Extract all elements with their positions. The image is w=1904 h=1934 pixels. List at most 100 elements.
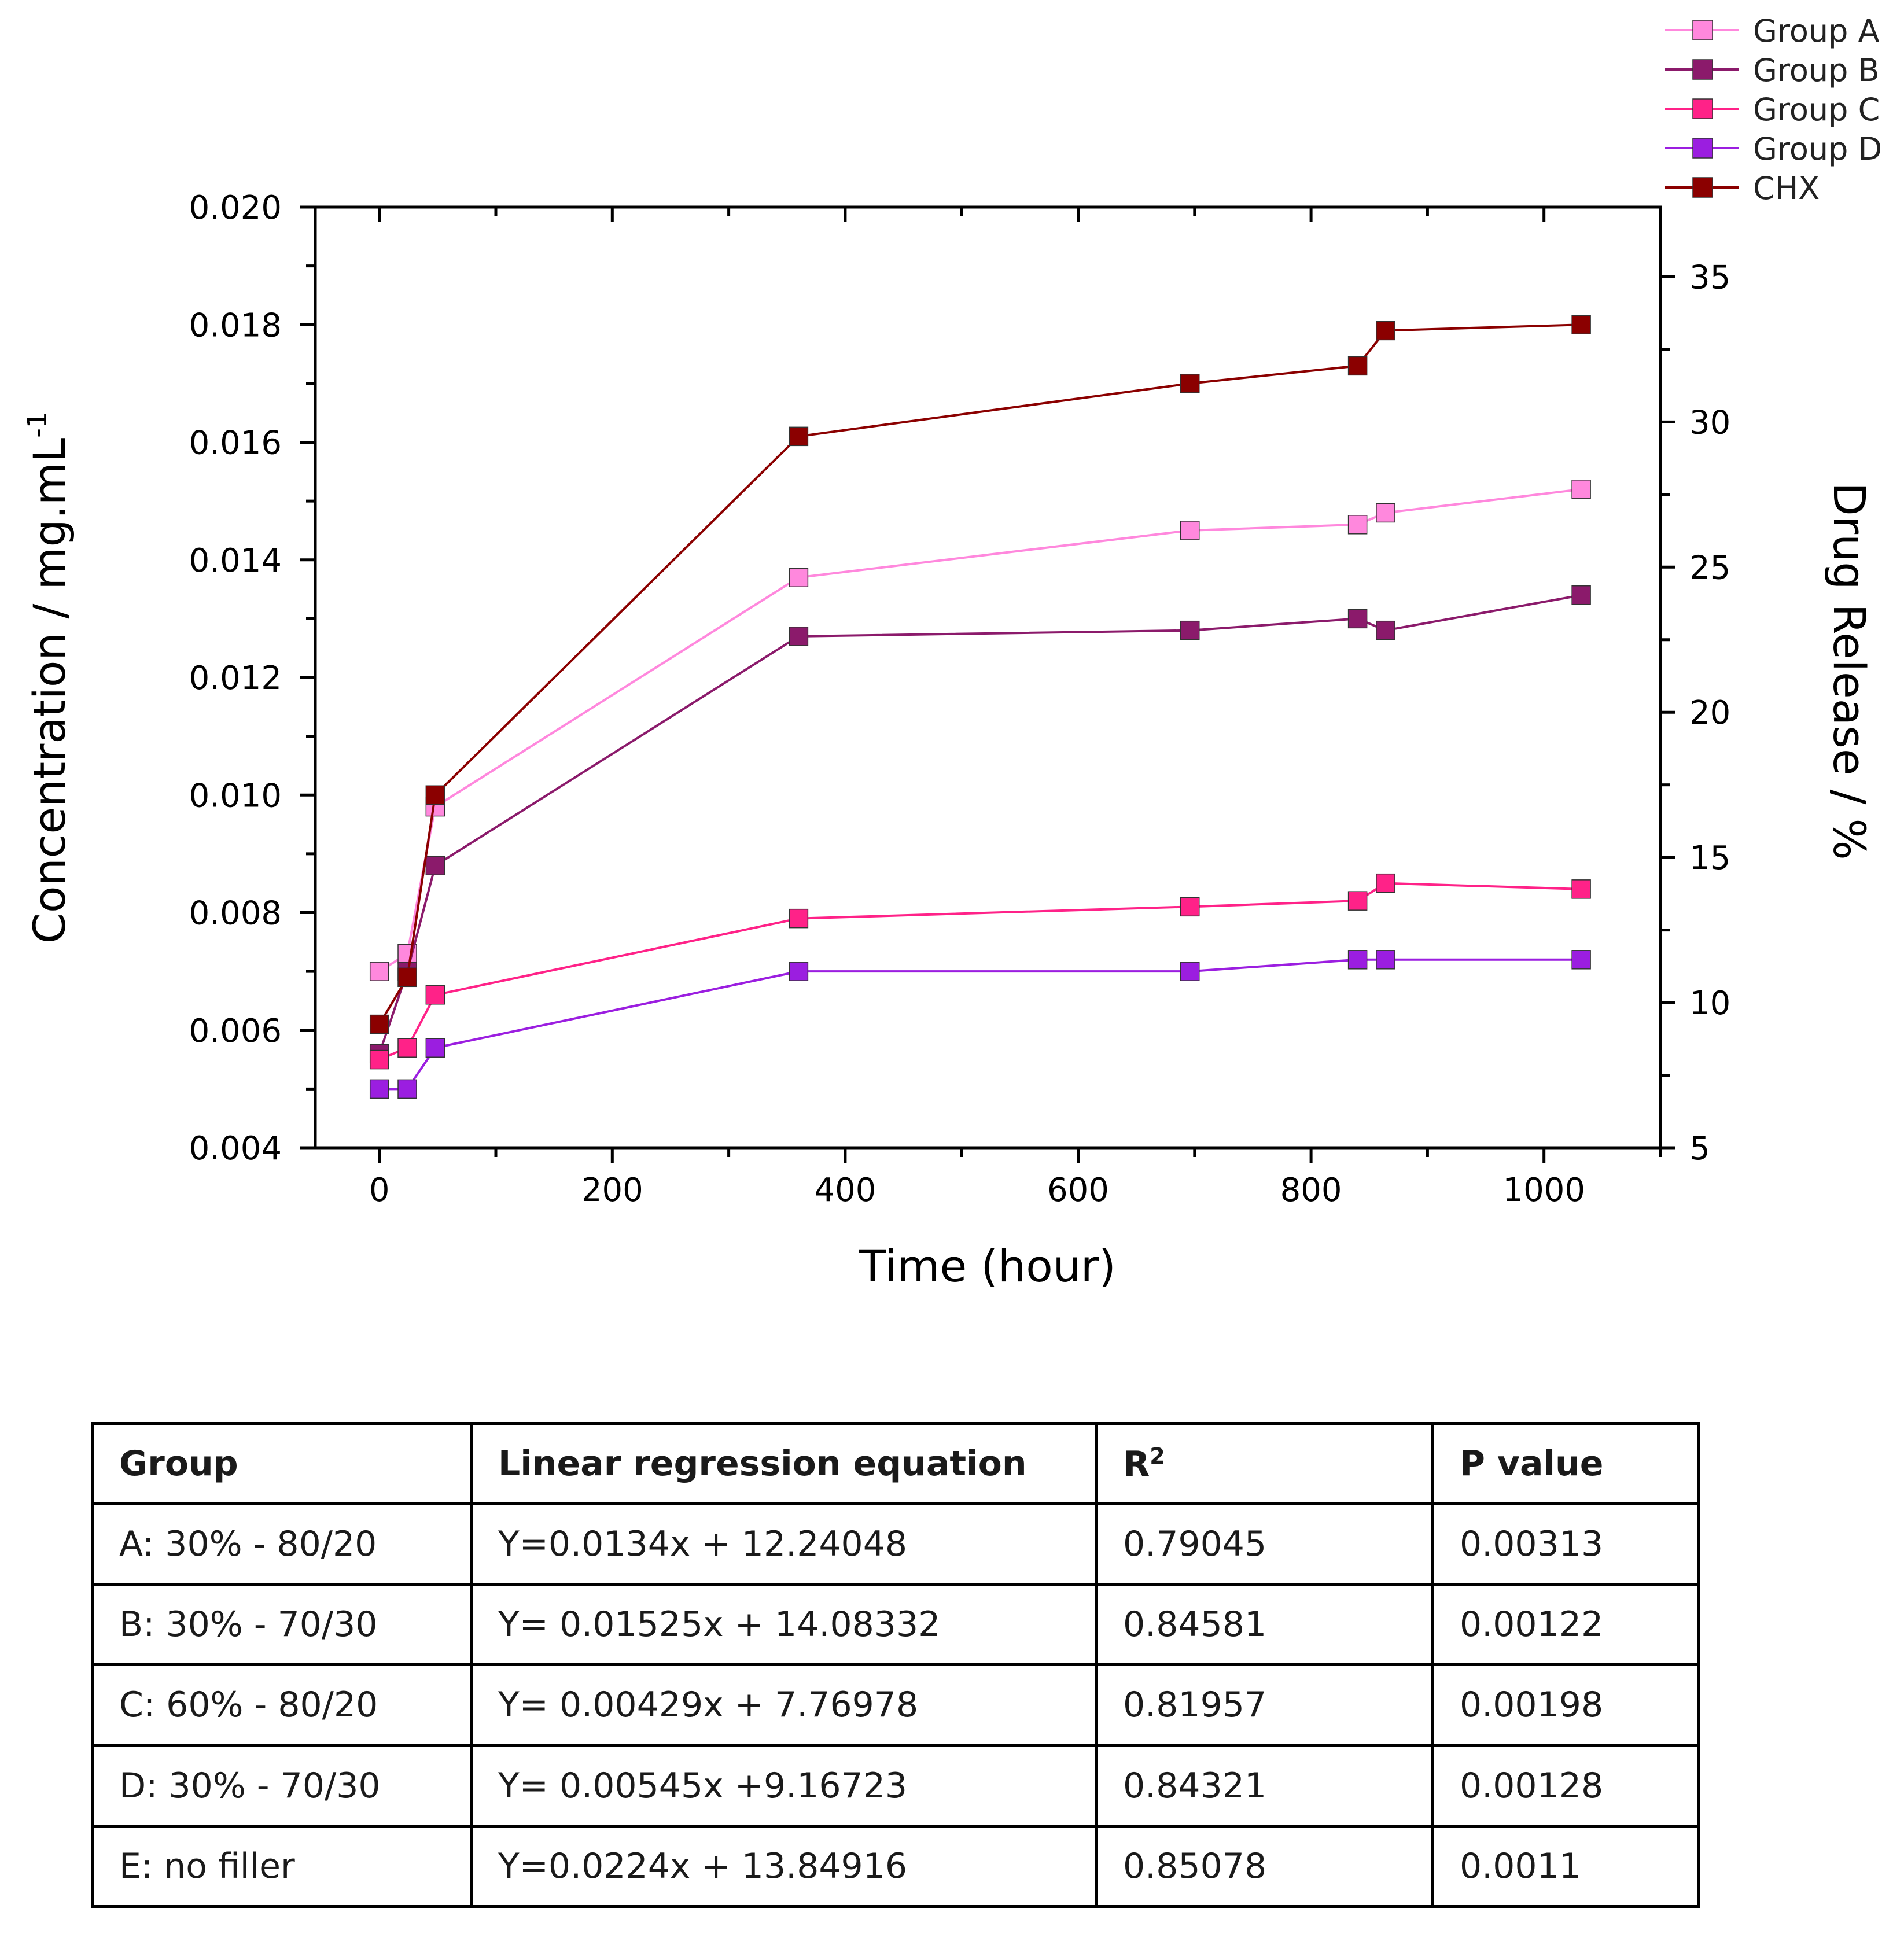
- cell-r-squared: 0.85078: [1095, 1824, 1434, 1909]
- y-tick-label: 0.018: [189, 307, 282, 344]
- cell-equation: Y= 0.00429x + 7.76978: [470, 1663, 1098, 1747]
- header-r-text: R: [1123, 1443, 1150, 1484]
- legend-label-group-a: Group A: [1753, 13, 1880, 49]
- legend-marker-group-c: [1692, 98, 1713, 119]
- x-tick-label: 0: [369, 1172, 390, 1209]
- data-point-group-d: [1376, 950, 1395, 970]
- legend-marker-group-d: [1692, 138, 1713, 159]
- y-tick-label: 0.008: [189, 895, 282, 933]
- y2-tick-label: 35: [1689, 259, 1730, 296]
- data-point-group-c: [369, 1049, 389, 1070]
- series-layer: [369, 315, 1591, 1099]
- series-line-group-a: [378, 488, 1582, 972]
- data-point-chx: [789, 426, 809, 447]
- table-header-row: Group Linear regression equation R2 P va…: [91, 1422, 1700, 1505]
- data-point-group-c: [1376, 873, 1395, 893]
- plot-frame: [314, 205, 1662, 1150]
- x-tick-label: 1000: [1502, 1172, 1585, 1209]
- cell-r-squared: 0.79045: [1095, 1502, 1434, 1586]
- y2-tick-label: 5: [1689, 1130, 1710, 1167]
- table-row: C: 60% - 80/20 Y= 0.00429x + 7.76978 0.8…: [91, 1663, 1700, 1747]
- data-point-group-a: [1180, 521, 1200, 540]
- y-tick-label: 0.012: [189, 660, 282, 697]
- y-tick-label: 0.020: [189, 189, 282, 227]
- header-r-squared: R2: [1095, 1422, 1434, 1505]
- legend-label-chx: CHX: [1753, 170, 1820, 207]
- legend-label-group-b: Group B: [1753, 52, 1880, 89]
- y2-tick-label: 10: [1689, 985, 1730, 1022]
- data-point-group-d: [789, 962, 809, 981]
- header-p-value: P value: [1431, 1422, 1700, 1505]
- data-point-group-b: [1571, 585, 1591, 605]
- data-point-group-b: [1347, 609, 1368, 629]
- cell-p-value: 0.00313: [1431, 1502, 1700, 1586]
- drug-release-chart: 0 200 400 600 800 1000 0.0040.0060.0080.0100.…: [21, 13, 1882, 1292]
- y2-tick-label: 30: [1689, 404, 1730, 441]
- y-axis-label: Concentration / mg.mL-1: [21, 411, 75, 944]
- cell-equation: Y=0.0224x + 13.84916: [470, 1824, 1098, 1909]
- cell-group: E: no filler: [91, 1824, 473, 1909]
- legend-marker-chx: [1692, 177, 1713, 198]
- data-point-chx: [1347, 356, 1368, 376]
- table-row: D: 30% - 70/30 Y= 0.00545x +9.16723 0.84…: [91, 1744, 1700, 1828]
- cell-group: C: 60% - 80/20: [91, 1663, 473, 1747]
- y-tick-label: 0.004: [189, 1130, 282, 1167]
- legend-label-group-d: Group D: [1753, 131, 1882, 167]
- data-point-chx: [1180, 374, 1200, 393]
- x-axis-ticks: 0 200 400 600 800 1000: [369, 207, 1662, 1209]
- cell-equation: Y= 0.00545x +9.16723: [470, 1744, 1098, 1828]
- data-point-group-a: [369, 962, 389, 981]
- data-point-group-d: [1347, 950, 1368, 970]
- data-point-group-b: [1376, 620, 1395, 640]
- cell-r-squared: 0.81957: [1095, 1663, 1434, 1747]
- cell-p-value: 0.00122: [1431, 1583, 1700, 1667]
- data-point-group-d: [397, 1079, 417, 1099]
- y-tick-label: 0.014: [189, 542, 282, 580]
- y-axis-label-text: Concentration / mg.mL: [24, 438, 75, 944]
- table-row: A: 30% - 80/20 Y=0.0134x + 12.24048 0.79…: [91, 1502, 1700, 1586]
- data-point-group-b: [1180, 620, 1200, 640]
- cell-equation: Y= 0.01525x + 14.08332: [470, 1583, 1098, 1667]
- cell-r-squared: 0.84581: [1095, 1583, 1434, 1667]
- data-point-group-d: [1571, 950, 1591, 970]
- series-line-group-d: [379, 958, 1582, 1091]
- y2-axis-ticks: 5 10 15 20 25 30 35: [1660, 259, 1730, 1167]
- legend-marker-group-b: [1692, 59, 1713, 80]
- series-line-chx: [378, 323, 1582, 1025]
- data-point-group-c: [397, 1038, 417, 1058]
- cell-p-value: 0.0011: [1431, 1824, 1700, 1909]
- data-point-group-c: [1571, 879, 1591, 899]
- table-row: B: 30% - 70/30 Y= 0.01525x + 14.08332 0.…: [91, 1583, 1700, 1667]
- series-line-group-b: [378, 594, 1582, 1055]
- data-point-group-c: [789, 908, 809, 929]
- data-point-chx: [1571, 315, 1591, 334]
- cell-group: A: 30% - 80/20: [91, 1502, 473, 1586]
- data-point-group-b: [425, 856, 445, 875]
- regression-table: Group Linear regression equation R2 P va…: [91, 1422, 1700, 1909]
- y-axis-ticks: 0.004 0.006 0.008 0.010 0.012 0.014 0.016 0.018…: [189, 189, 315, 1167]
- table-row: E: no filler Y=0.0224x + 13.84916 0.8507…: [91, 1824, 1700, 1909]
- header-r-superscript: 2: [1150, 1443, 1165, 1469]
- cell-group: B: 30% - 70/30: [91, 1583, 473, 1667]
- legend-label-group-c: Group C: [1753, 91, 1880, 128]
- cell-r-squared: 0.84321: [1095, 1744, 1434, 1828]
- legend-marker-group-a: [1692, 20, 1713, 40]
- y2-axis-label-group: Drug Release / %: [1824, 482, 1875, 860]
- x-tick-label: 400: [814, 1172, 876, 1209]
- x-axis-label: Time (hour): [859, 1240, 1116, 1292]
- y-tick-label: 0.006: [189, 1012, 282, 1050]
- header-equation: Linear regression equation: [470, 1422, 1098, 1505]
- data-point-chx: [1376, 321, 1395, 341]
- cell-group: D: 30% - 70/30: [91, 1744, 473, 1828]
- x-tick-label: 600: [1047, 1172, 1109, 1209]
- data-point-chx: [369, 1014, 389, 1034]
- data-point-group-c: [1347, 891, 1368, 911]
- y2-tick-label: 15: [1689, 839, 1730, 877]
- data-point-group-d: [425, 1038, 445, 1058]
- data-point-group-d: [369, 1079, 389, 1099]
- data-point-group-c: [425, 985, 445, 1005]
- data-point-group-b: [789, 627, 809, 646]
- y-axis-label-superscript: -1: [21, 411, 53, 438]
- y-tick-label: 0.016: [189, 425, 282, 462]
